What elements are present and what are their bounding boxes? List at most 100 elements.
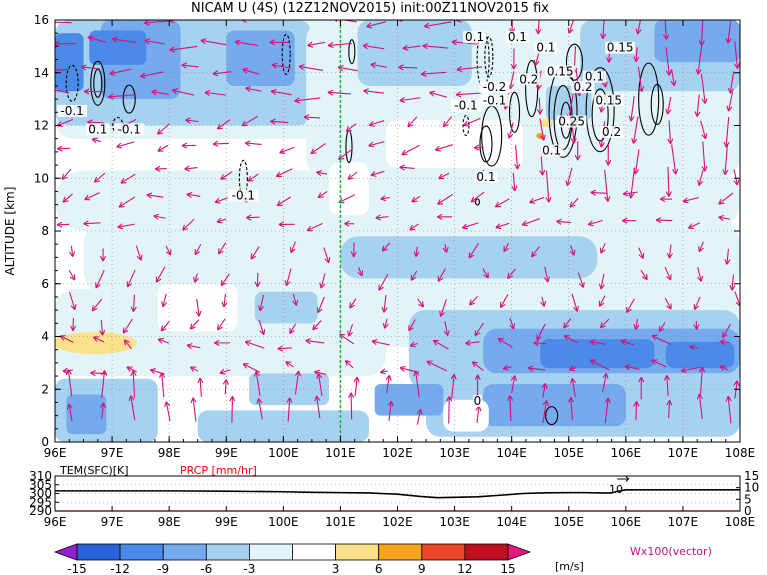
y-tick-label: 0 (41, 435, 49, 449)
surface-left-tick-label: 310 (29, 469, 52, 483)
y-tick-label: 4 (41, 330, 49, 344)
surface-x-tick-label: 104E (496, 515, 527, 529)
surface-x-tick-label: 102E (382, 515, 413, 529)
surface-x-tick-label: 107E (668, 515, 699, 529)
surface-left-tick-label: 290 (29, 504, 52, 518)
contour-label: -0.1 (232, 188, 255, 202)
y-tick-label: 12 (34, 119, 49, 133)
axis-ticks: 96E 97E 98E 99E 100E 101E 102E 103E 104E 105E 106E… (34, 13, 756, 460)
surface-right-tick-label: 0 (744, 504, 752, 518)
colorbar-segment (421, 543, 466, 561)
surface-x-tick-label: 108E (725, 515, 756, 529)
colorbar-high-arrow (507, 543, 532, 561)
contour-label: -0.1 (60, 104, 83, 118)
contour-label: -0.1 (117, 122, 140, 136)
y-tick-label: 6 (41, 277, 49, 291)
contour-label: -0.1 (454, 99, 477, 113)
surface-x-tick-label: 106E (611, 515, 642, 529)
colorbar-segment (378, 543, 423, 561)
colorbar-segment (162, 543, 207, 561)
colorbar-label: -6 (200, 562, 212, 575)
contour-label: 0.15 (595, 93, 622, 107)
x-tick-label: 99E (215, 446, 238, 460)
surface-x-tick-label: 105E (554, 515, 585, 529)
colorbar-label: 15 (500, 562, 515, 575)
colorbar-label: 3 (332, 562, 340, 575)
x-tick-label: 102E (382, 446, 413, 460)
surface-x-tick-label: 99E (215, 515, 238, 529)
y-tick-label: 10 (34, 171, 49, 185)
colorbar-label: -12 (110, 562, 130, 575)
y-axis-label: ALTITUDE [km] (3, 187, 17, 276)
contour-label: -0.2 (483, 80, 506, 94)
contour-label: 0.2 (602, 125, 621, 139)
surface-x-tick-label: 97E (101, 515, 124, 529)
colorbar-low-arrow (53, 543, 78, 561)
colorbar-segment (464, 543, 509, 561)
colorbar-segment (248, 543, 293, 561)
wind-field-shading (55, 20, 740, 442)
x-tick-label: 101E (325, 446, 356, 460)
surface-right-tick-label: 5 (744, 492, 752, 506)
x-tick-label: 104E (496, 446, 527, 460)
x-tick-label: 96E (44, 446, 67, 460)
y-tick-label: 2 (41, 382, 49, 396)
colorbar-segment (119, 543, 164, 561)
colorbar-segment (76, 543, 121, 561)
surface-right-tick-label: 10 (744, 481, 759, 495)
surface-left-tick-label: 300 (29, 487, 52, 501)
legend-tem: TEM(SFC)[K] (59, 464, 129, 477)
contour-label: 0.15 (607, 41, 634, 55)
contour-label: 0 (474, 394, 482, 408)
contour-label: 0.2 (519, 72, 538, 86)
x-tick-label: 98E (158, 446, 181, 460)
surface-x-tick-label: 100E (268, 515, 299, 529)
colorbar-label: 12 (457, 562, 472, 575)
colorbar-label: -3 (243, 562, 255, 575)
contour-label: -0.1 (483, 93, 506, 107)
x-tick-label: 103E (439, 446, 470, 460)
y-tick-label: 16 (34, 13, 49, 27)
colorbar-label: -15 (67, 562, 87, 575)
colorbar-segment (292, 543, 336, 561)
x-tick-label: 106E (611, 446, 642, 460)
contour-label: 0.1 (508, 30, 527, 44)
contour-label: 0.1 (465, 30, 484, 44)
surface-right-tick-label: 15 (744, 469, 759, 483)
chart-title: NICAM U (4S) (12Z12NOV2015) init:00Z11NO… (191, 1, 549, 16)
colorbar-label: 6 (375, 562, 383, 575)
x-tick-label: 108E (725, 446, 756, 460)
main-panel: 0.1 0.10.1 0.150.150.20.20.1-0.2-0.1-0.1 0.… (3, 13, 756, 460)
surface-x-tick-label: 98E (158, 515, 181, 529)
surface-x-tick-label: 96E (44, 515, 67, 529)
x-tick-label: 100E (268, 446, 299, 460)
surface-left-tick-label: 295 (29, 495, 52, 509)
colorbar-segment (205, 543, 250, 561)
contour-label: 0.1 (476, 170, 495, 184)
colorbar-segment (335, 543, 380, 561)
contour-label: 0.1 (542, 144, 561, 158)
colorbar-label: 9 (418, 562, 426, 575)
contour-labels: 0.1 0.10.1 0.150.150.20.20.1-0.2-0.1-0.1 0.… (57, 30, 636, 408)
contour-label: 0.25 (558, 115, 585, 129)
x-tick-label: 107E (668, 446, 699, 460)
legend-prcp: PRCP [mm/hr] (180, 464, 257, 477)
contour-label: 0.1 (585, 70, 604, 84)
x-tick-label: 105E (554, 446, 585, 460)
contour-label: 0.2 (573, 80, 592, 94)
surface-annotation: 10 (609, 483, 623, 496)
surface-x-tick-label: 103E (439, 515, 470, 529)
x-tick-label: 97E (101, 446, 124, 460)
colorbar-unit: [m/s] (555, 560, 584, 573)
colorbar-label: -9 (157, 562, 169, 575)
contour-label: 0.1 (88, 122, 107, 136)
vector-label: Wx100(vector) (630, 545, 712, 558)
surface-left-tick-label: 305 (29, 478, 52, 492)
surface-x-tick-label: 101E (325, 515, 356, 529)
contour-label: 0.1 (536, 41, 555, 55)
colorbar: -15 -12 -9 -6 -3 3 6 9 12 15 (53, 543, 532, 575)
y-tick-label: 14 (34, 66, 49, 80)
